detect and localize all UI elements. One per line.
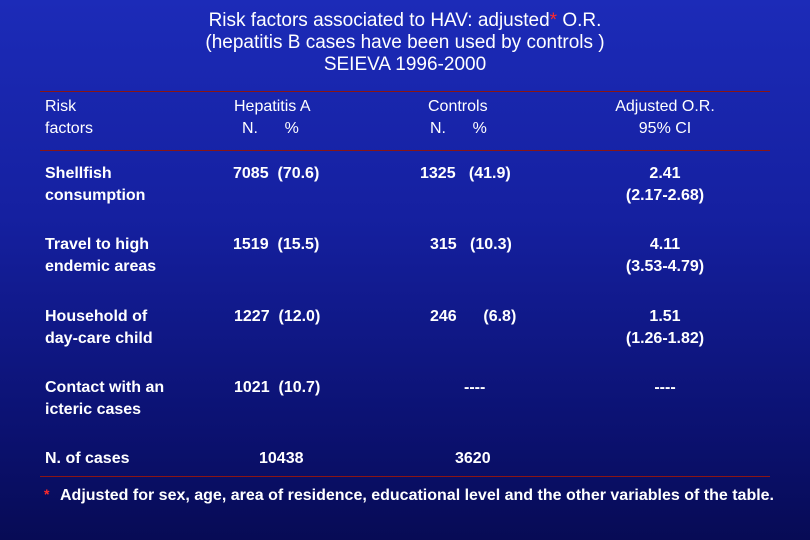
table-cell-controls: 246 (6.8) <box>430 308 517 325</box>
factor-line2: consumption <box>45 187 146 204</box>
header-or-line2: 95% CI <box>638 120 692 137</box>
factor-line1: Travel to high <box>45 236 150 253</box>
title-asterisk: * <box>549 10 558 31</box>
header-risk-line2: factors <box>45 120 94 137</box>
table-row-factor: Household of day-care child <box>45 306 153 350</box>
factor-line2: endemic areas <box>45 258 157 275</box>
header-risk-line1: Risk <box>45 98 77 115</box>
title-line-2: (hepatitis B cases have been used by con… <box>205 32 605 53</box>
table-row-factor: Travel to high endemic areas <box>45 234 156 278</box>
table-cell-or: 2.41 (2.17-2.68) <box>585 163 745 207</box>
or-ci: (2.17-2.68) <box>625 187 705 204</box>
factor-line1: Contact with an <box>45 379 165 396</box>
table-cell-hepatitis: 1021 (10.7) <box>234 379 321 396</box>
or-value: 4.11 <box>649 236 681 253</box>
or-value: 2.41 <box>649 165 681 182</box>
or-value: 1.51 <box>649 308 681 325</box>
table-cell-controls: 315 (10.3) <box>430 236 512 253</box>
footer-rule <box>40 476 770 477</box>
factor-line2: day-care child <box>45 330 153 347</box>
totals-controls: 3620 <box>455 450 491 467</box>
factor-line1: Shellfish <box>45 165 112 182</box>
title-line-1: Risk factors associated to HAV: adjusted… <box>0 10 810 32</box>
header-or-line1: Adjusted O.R. <box>615 98 715 115</box>
footnote-text: Adjusted for sex, age, area of residence… <box>60 487 774 504</box>
header-top-rule <box>40 91 770 92</box>
title-text-end: O.R. <box>557 10 602 31</box>
header-risk-factors: Risk factors <box>45 96 93 140</box>
table-cell-hepatitis: 7085 (70.6) <box>233 165 320 182</box>
table-row-factor: Contact with an icteric cases <box>45 377 164 421</box>
totals-hepatitis: 10438 <box>259 450 304 467</box>
table-cell-controls: 1325 (41.9) <box>420 165 511 182</box>
totals-label: N. of cases <box>45 450 130 467</box>
or-ci: (3.53-4.79) <box>625 258 705 275</box>
header-adjusted-or: Adjusted O.R. 95% CI <box>585 96 745 140</box>
table-cell-hepatitis: 1519 (15.5) <box>233 236 320 253</box>
or-ci: (1.26-1.82) <box>625 330 705 347</box>
header-ctrl-line2: N. % <box>430 120 487 137</box>
header-hep-line1: Hepatitis A <box>234 98 311 115</box>
title-line-3: SEIEVA 1996-2000 <box>323 54 487 75</box>
table-cell-or: ---- <box>585 377 745 399</box>
title-text: Risk factors associated to HAV: adjusted <box>208 10 550 31</box>
footnote: * Adjusted for sex, age, area of residen… <box>44 486 794 505</box>
header-ctrl-line1: Controls <box>428 98 488 115</box>
table-cell-or: 1.51 (1.26-1.82) <box>585 306 745 350</box>
table-cell-or: 4.11 (3.53-4.79) <box>585 234 745 278</box>
header-bottom-rule <box>40 150 770 151</box>
header-hep-line2: N. % <box>242 120 299 137</box>
slide-title: Risk factors associated to HAV: adjusted… <box>0 10 810 76</box>
header-controls: Controls N. % <box>428 96 488 140</box>
factor-line1: Household of <box>45 308 148 325</box>
table-cell-controls: ---- <box>464 379 486 396</box>
table-cell-hepatitis: 1227 (12.0) <box>234 308 321 325</box>
factor-line2: icteric cases <box>45 401 142 418</box>
header-hepatitis-a: Hepatitis A N. % <box>234 96 310 140</box>
or-value: ---- <box>654 379 676 396</box>
table-row-factor: Shellfish consumption <box>45 163 145 207</box>
footnote-asterisk: * <box>44 486 50 502</box>
